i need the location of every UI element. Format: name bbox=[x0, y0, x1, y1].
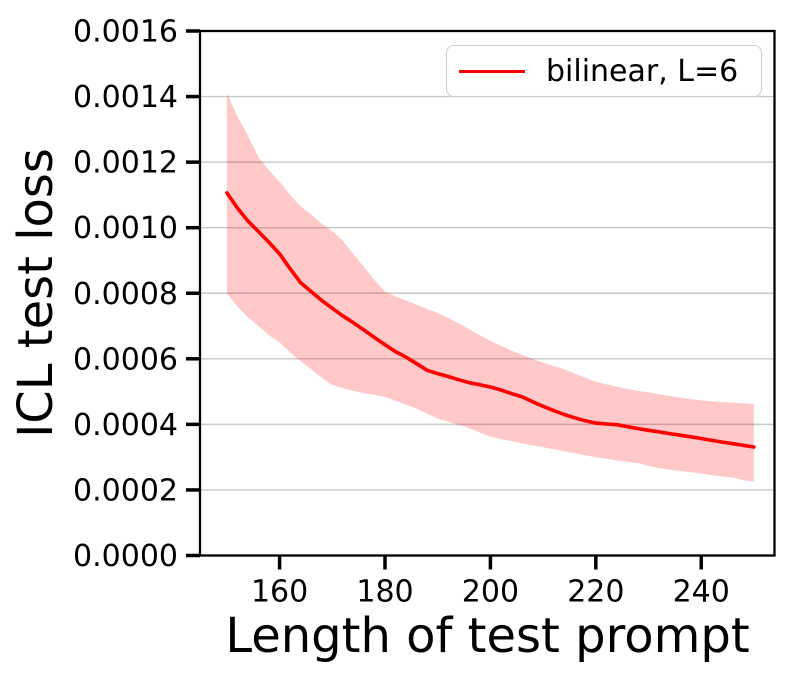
x-tick-label: 240 bbox=[673, 575, 730, 610]
y-tick-label: 0.0004 bbox=[73, 408, 178, 443]
legend: bilinear, L=6 bbox=[446, 45, 762, 97]
x-tick-label: 220 bbox=[567, 575, 624, 610]
y-tick-label: 0.0012 bbox=[73, 146, 178, 181]
x-axis-label: Length of test prompt bbox=[225, 608, 750, 664]
y-tick-label: 0.0010 bbox=[73, 211, 178, 246]
legend-line-sample bbox=[459, 69, 525, 73]
x-tick-label: 180 bbox=[356, 575, 413, 610]
y-tick-label: 0.0006 bbox=[73, 342, 178, 377]
x-tick-label: 160 bbox=[251, 575, 308, 610]
y-axis-label: ICL test loss bbox=[8, 148, 64, 438]
y-tick-label: 0.0016 bbox=[73, 15, 178, 50]
legend-label: bilinear, L=6 bbox=[546, 53, 739, 89]
y-tick-label: 0.0008 bbox=[73, 277, 178, 312]
y-tick-label: 0.0002 bbox=[73, 473, 178, 508]
y-tick-label: 0.0014 bbox=[73, 80, 178, 115]
y-tick-label: 0.0000 bbox=[73, 539, 178, 574]
confidence-band bbox=[226, 93, 754, 482]
loss-curve bbox=[225, 191, 756, 449]
x-tick-label: 200 bbox=[462, 575, 519, 610]
